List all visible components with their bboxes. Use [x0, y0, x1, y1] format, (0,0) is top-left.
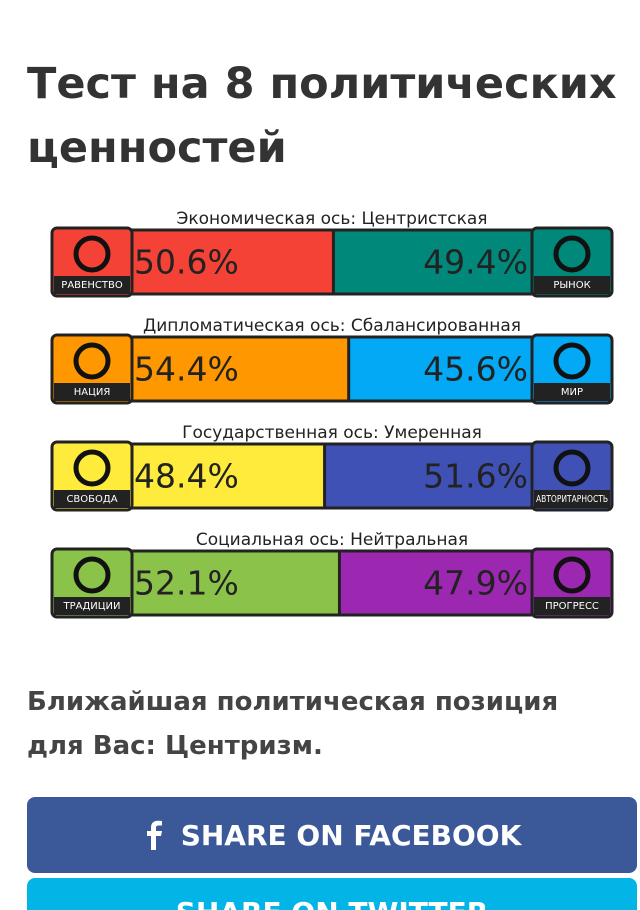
twitter-button[interactable]: SHARE ON TWITTER — [27, 878, 637, 910]
value-left: 50.6% — [134, 243, 239, 282]
bar-left — [130, 230, 334, 294]
icon-symbol — [73, 449, 111, 487]
icon-symbol — [553, 556, 591, 594]
axis-label: Дипломатическая ось: Сбалансированная — [143, 316, 521, 336]
axis-label: Экономическая ось: Центристская — [176, 209, 487, 229]
icon-label-bg — [54, 383, 130, 401]
icon-label-bg — [534, 490, 610, 508]
bar-right — [339, 551, 532, 615]
icon-label: НАЦИЯ — [74, 387, 111, 398]
icon-label-bg — [534, 383, 610, 401]
icon-symbol — [73, 556, 111, 594]
icon-label: ТРАДИЦИИ — [63, 601, 121, 612]
button-label: SHARE ON FACEBOOK — [180, 818, 522, 852]
icon-symbol — [73, 235, 111, 273]
icon-label-bg — [534, 597, 610, 615]
icon-label-bg — [54, 276, 130, 294]
icon-label: РЫНОК — [553, 280, 590, 291]
axis-label: Государственная ось: Умеренная — [182, 423, 482, 443]
icon-symbol — [73, 342, 111, 380]
value-right: 51.6% — [423, 457, 528, 496]
value-left: 48.4% — [134, 457, 239, 496]
icon-label: ПРОГРЕСС — [545, 601, 599, 612]
icon-label-bg — [54, 597, 130, 615]
icon-label: АВТОРИТАРНОСТЬ — [536, 494, 608, 505]
icon-label-bg — [54, 490, 130, 508]
icon-label: СВОБОДА — [66, 494, 117, 505]
value-right: 45.6% — [423, 350, 528, 389]
bar-left — [130, 551, 340, 615]
bar-left — [130, 444, 325, 508]
title: Тест на 8 политических ценностей — [27, 59, 617, 173]
icon-label: РАВЕНСТВО — [61, 280, 123, 291]
icon-symbol — [553, 235, 591, 273]
icon-symbol — [553, 449, 591, 487]
bar-right — [333, 230, 532, 294]
value-left: 52.1% — [134, 564, 239, 603]
axis-label: Социальная ось: Нейтральная — [196, 530, 468, 550]
bar-right — [348, 337, 532, 401]
bar-right — [324, 444, 532, 508]
facebook-button[interactable]: SHARE ON FACEBOOK — [27, 797, 637, 873]
facebook-icon — [146, 820, 162, 850]
result-text: Ближайшая политическая позиция для Вас: … — [27, 687, 559, 761]
axes-panel: Экономическая ось: Центристская 50.6% 49.4… — [50, 209, 614, 619]
icon-symbol — [553, 342, 591, 380]
bar-left — [130, 337, 349, 401]
value-right: 49.4% — [423, 243, 528, 282]
icon-label: МИР — [561, 387, 583, 398]
value-left: 54.4% — [134, 350, 239, 389]
button-label: SHARE ON TWITTER — [176, 896, 489, 910]
icon-label-bg — [534, 276, 610, 294]
value-right: 47.9% — [423, 564, 528, 603]
